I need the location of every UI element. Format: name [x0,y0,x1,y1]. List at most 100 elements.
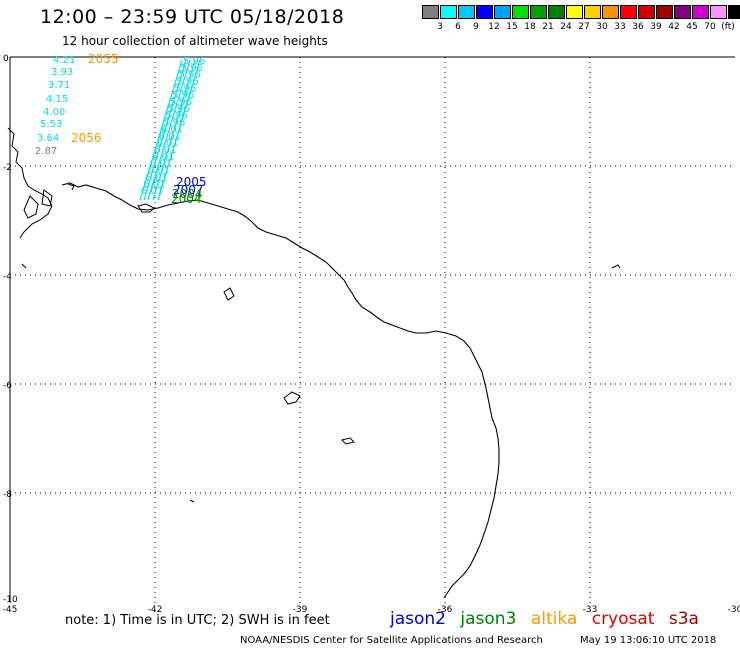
coast-islands [7,127,621,503]
y-tick-label: -8 [3,490,12,500]
wave-height-color-scale [422,5,740,19]
wave-height-label: 5.53 [40,119,62,130]
wave-height-label: 6.01 [145,172,167,183]
altimeter-tracks [139,59,201,201]
wave-height-label: 6.01 [152,152,174,163]
wave-height-label: 6.01 [161,124,183,135]
wave-height-label: 5.96 [183,56,205,67]
wave-height-label: 6.01 [141,186,163,197]
wave-height-label: 6.01 [148,165,170,176]
scale-swatch-15 [692,5,709,19]
wave-height-label: 5.96 [172,90,194,101]
y-tick-label: 0 [3,54,9,64]
wave-height-label: 4.15 [46,94,68,105]
x-tick-label: -42 [148,605,163,615]
scale-label-6: 21 [542,22,554,32]
coastline-brazil [61,182,500,599]
wave-height-label: 3.71 [48,80,70,91]
scale-label-7: 24 [560,22,572,32]
svg-text:2004: 2004 [172,187,203,201]
wave-height-label: 2.87 [35,146,57,157]
left-track-wave-labels: 4.213.93 3.71 4.15 4.005.53 3.64 2.87 [35,55,75,157]
map-subtitle: 12 hour collection of altimeter wave hei… [62,34,328,48]
wave-height-label: 5.96 [163,118,185,129]
generation-timestamp: May 19 13:06:10 UTC 2018 [580,635,717,646]
wave-height-label: 5.96 [179,70,201,81]
x-tick-label: -39 [293,605,308,615]
scale-label-4: 15 [506,22,518,32]
satellite-jason2: jason2 [390,609,446,629]
scale-label-9: 30 [596,22,608,32]
scale-swatch-4 [494,5,511,19]
scale-swatch-3 [476,5,493,19]
y-tick-label: -6 [3,381,12,391]
axis-tick-labels: -45 -42 -39 -36 -33 -30 0 -2 -4 -6 -8 -10 [3,54,740,615]
wave-height-label: 5.96 [181,63,203,74]
wave-height-label: 6.01 [150,159,172,170]
scale-label-15: 70 [704,22,716,32]
altika-pass-time-1: 2055 [88,52,119,66]
wave-height-label: 3.93 [51,67,73,78]
scale-swatch-12 [638,5,655,19]
wave-height-label: 3.64 [37,133,59,144]
scale-swatch-13 [656,5,673,19]
svg-text:2007: 2007 [173,183,204,197]
scale-swatch-14 [674,5,691,19]
scale-label-1: 6 [455,22,461,32]
wave-height-label: 6.01 [159,131,181,142]
map-frame [9,56,735,603]
satellite-altika: altika [530,609,578,629]
x-tick-label: -45 [3,605,18,615]
scale-label-14: 45 [686,22,698,32]
jason2-pass-time: 2005 [176,175,207,189]
y-tick-label: -10 [3,595,18,605]
right-track-wave-labels: 5.965.965.965.965.965.965.965.965.965.96… [141,56,205,197]
scale-swatch-11 [620,5,637,19]
scale-swatch-0 [422,5,439,19]
wave-height-label: 4.00 [43,107,65,118]
x-tick-label: -30 [728,605,740,615]
y-tick-label: -2 [3,163,12,173]
scale-label-11: 36 [632,22,644,32]
jason3-pass-time: 2004 [171,192,202,206]
scale-label-2: 9 [473,22,479,32]
wave-height-label: 5.96 [170,97,192,108]
scale-label-8: 27 [578,22,590,32]
scale-swatch-17 [728,5,740,19]
y-tick-label: -4 [3,272,12,282]
scale-swatch-5 [512,5,529,19]
wave-height-label: 6.01 [143,179,165,190]
scale-swatch-2 [458,5,475,19]
satellite-jason3: jason3 [460,609,517,629]
wave-height-label: 6.01 [156,138,178,149]
note-text: note: 1) Time is in UTC; 2) SWH is in fe… [65,613,330,628]
scale-swatch-8 [566,5,583,19]
scale-label-16: (ft) [721,22,735,32]
scale-swatch-7 [548,5,565,19]
scale-label-5: 18 [524,22,536,32]
wave-height-label: 6.01 [154,145,176,156]
wave-height-label: 5.96 [176,77,198,88]
altika-pass-time-2: 2056 [71,131,102,145]
scale-label-0: 3 [437,22,443,32]
wave-height-label: 4.21 [53,55,75,66]
wave-height-label: 5.96 [174,83,196,94]
scale-label-3: 12 [488,22,500,32]
credit-line: NOAA/NESDIS Center for Satellite Applica… [240,635,543,646]
x-tick-label: -33 [583,605,598,615]
scale-swatch-9 [584,5,601,19]
jason-overlap-labels: 2007 2004 [172,183,204,201]
satellite-legend: jason2 jason3 altika cryosat s3a [390,609,708,629]
scale-swatch-10 [602,5,619,19]
satellite-cryosat: cryosat [591,609,655,629]
scale-swatch-16 [710,5,727,19]
scale-label-10: 33 [614,22,626,32]
map-title: 12:00 – 23:59 UTC 05/18/2018 [40,6,345,28]
x-tick-label: -36 [438,605,453,615]
scale-label-13: 42 [668,22,680,32]
scale-label-12: 39 [650,22,662,32]
wave-height-scale-labels: 3 6 9 12 15 18 21 24 27 30 33 36 39 42 45 70 (ft) [422,22,740,34]
wave-height-label: 5.96 [165,111,187,122]
scale-swatch-6 [530,5,547,19]
